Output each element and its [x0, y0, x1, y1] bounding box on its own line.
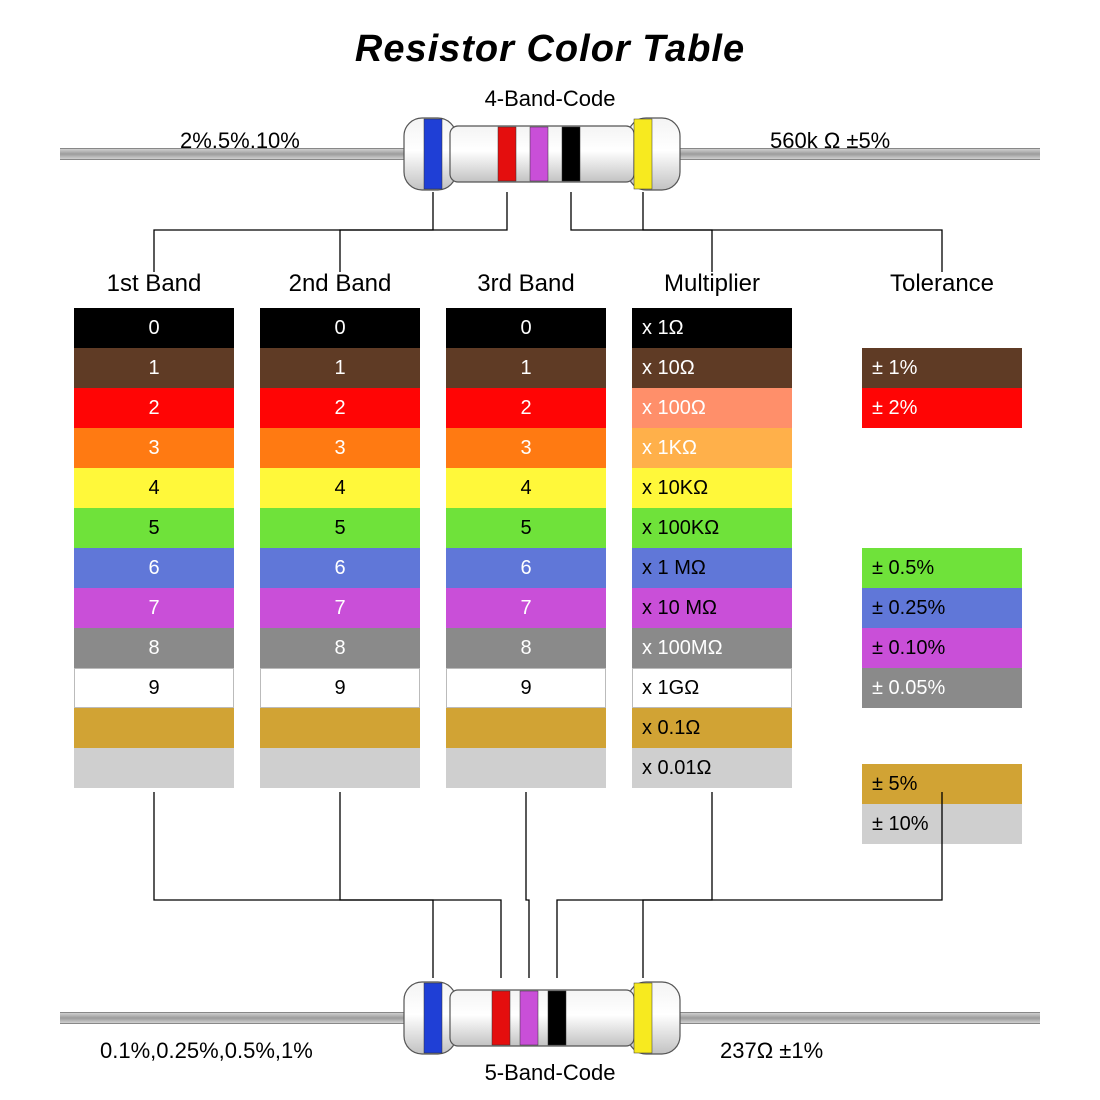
- top-lead-left: [60, 148, 412, 160]
- color-cell: 3: [260, 428, 420, 468]
- column-band2: 2nd Band 0123456789: [260, 270, 420, 788]
- column-band1: 1st Band 0123456789: [74, 270, 234, 788]
- color-cell: x 100KΩ: [632, 508, 792, 548]
- color-cell: 5: [74, 508, 234, 548]
- color-cell: 3: [446, 428, 606, 468]
- color-cell: 4: [446, 468, 606, 508]
- color-cell: x 1GΩ: [632, 668, 792, 708]
- page-title: Resistor Color Table: [0, 28, 1100, 71]
- color-cell: ± 0.25%: [862, 588, 1022, 628]
- color-cell: ± 0.10%: [862, 628, 1022, 668]
- color-cell: 2: [74, 388, 234, 428]
- bottom-lead-left: [60, 1012, 412, 1024]
- top-lead-right: [672, 148, 1040, 160]
- color-cell: 4: [74, 468, 234, 508]
- color-cell: x 0.1Ω: [632, 708, 792, 748]
- color-cell: x 10Ω: [632, 348, 792, 388]
- color-cell: 1: [260, 348, 420, 388]
- color-cell: ± 5%: [862, 764, 1022, 804]
- color-cell: x 10KΩ: [632, 468, 792, 508]
- color-cell: 8: [260, 628, 420, 668]
- color-cell: ± 10%: [862, 804, 1022, 844]
- column-band3: 3rd Band 0123456789: [446, 270, 606, 788]
- top-resistor: [402, 116, 682, 192]
- column-header: Tolerance: [862, 270, 1022, 298]
- column-multiplier: Multiplierx 1Ωx 10Ωx 100Ωx 1KΩx 10KΩx 10…: [632, 270, 792, 788]
- column-header: 3rd Band: [446, 270, 606, 298]
- color-cell: [74, 708, 234, 748]
- column-header: 1st Band: [74, 270, 234, 298]
- column-tolerance: Tolerance ± 1%± 2% ± 0.5%± 0.25%± 0.10%± 0…: [862, 270, 1022, 844]
- color-cell: 0: [446, 308, 606, 348]
- color-cell: 2: [260, 388, 420, 428]
- color-cell: 7: [446, 588, 606, 628]
- color-cell: 0: [74, 308, 234, 348]
- color-cell: 8: [74, 628, 234, 668]
- color-cell: ± 0.05%: [862, 668, 1022, 708]
- column-header: Multiplier: [632, 270, 792, 298]
- top-code-label: 4-Band-Code: [0, 86, 1100, 112]
- color-cell: 7: [74, 588, 234, 628]
- color-cell: 9: [260, 668, 420, 708]
- color-cell: 6: [446, 548, 606, 588]
- color-cell: 5: [446, 508, 606, 548]
- color-cell: x 1 MΩ: [632, 548, 792, 588]
- color-cell: 6: [74, 548, 234, 588]
- color-cell: [446, 748, 606, 788]
- color-cell: 9: [74, 668, 234, 708]
- color-cell: x 0.01Ω: [632, 748, 792, 788]
- color-cell: [74, 748, 234, 788]
- color-cell: [446, 708, 606, 748]
- color-cell: 1: [74, 348, 234, 388]
- color-cell: 8: [446, 628, 606, 668]
- color-cell: 5: [260, 508, 420, 548]
- color-cell: x 1Ω: [632, 308, 792, 348]
- color-cell: 1: [446, 348, 606, 388]
- color-cell: 4: [260, 468, 420, 508]
- color-cell: 0: [260, 308, 420, 348]
- color-cell: 6: [260, 548, 420, 588]
- color-cell: 2: [446, 388, 606, 428]
- bottom-lead-right: [672, 1012, 1040, 1024]
- color-cell: ± 2%: [862, 388, 1022, 428]
- color-cell: 3: [74, 428, 234, 468]
- color-cell: x 100Ω: [632, 388, 792, 428]
- color-cell: 9: [446, 668, 606, 708]
- color-cell: ± 0.5%: [862, 548, 1022, 588]
- color-cell: 7: [260, 588, 420, 628]
- color-cell: ± 1%: [862, 348, 1022, 388]
- color-cell: [260, 708, 420, 748]
- bottom-resistor: [402, 980, 682, 1056]
- color-cell: x 1KΩ: [632, 428, 792, 468]
- column-header: 2nd Band: [260, 270, 420, 298]
- bottom-code-label: 5-Band-Code: [0, 1060, 1100, 1086]
- color-cell: [260, 748, 420, 788]
- color-cell: x 100MΩ: [632, 628, 792, 668]
- color-cell: x 10 MΩ: [632, 588, 792, 628]
